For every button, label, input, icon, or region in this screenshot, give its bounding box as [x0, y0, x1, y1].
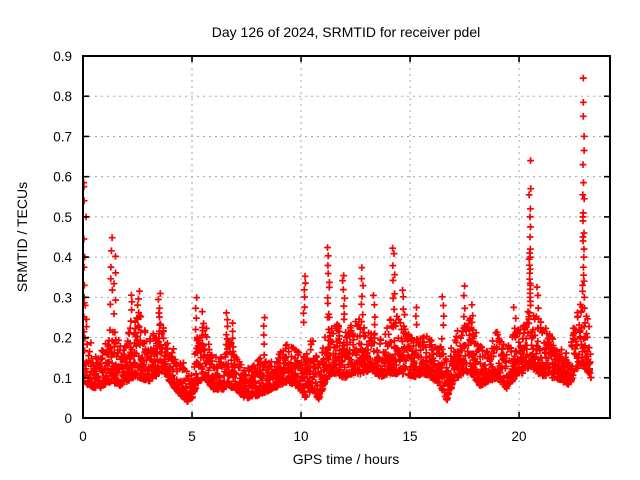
y-tick-label: 0.1 [53, 371, 72, 386]
y-tick-label: 0.9 [53, 49, 72, 64]
x-tick-label: 5 [188, 429, 196, 444]
y-axis-label: SRMTID / TECUs [14, 182, 30, 292]
x-tick-labels: 0 5 10 15 20 [79, 429, 526, 444]
y-tick-labels: 0 0.1 0.2 0.3 0.4 0.5 0.6 0.7 0.8 0.9 [53, 49, 72, 426]
y-tick-label: 0.7 [53, 129, 72, 144]
chart-title: Day 126 of 2024, SRMTID for receiver pde… [212, 24, 480, 40]
data-points-path [83, 74, 595, 405]
x-tick-label: 10 [294, 429, 309, 444]
y-tick-label: 0.4 [53, 250, 72, 265]
y-tick-label: 0.6 [53, 170, 72, 185]
x-tick-label: 0 [79, 429, 87, 444]
y-tick-label: 0 [64, 411, 72, 426]
y-tick-label: 0.2 [53, 331, 72, 346]
y-tick-label: 0.5 [53, 210, 72, 225]
x-tick-label: 20 [512, 429, 527, 444]
data-points [83, 74, 595, 405]
x-tick-label: 15 [403, 429, 418, 444]
y-tick-label: 0.3 [53, 290, 72, 305]
plot-border [82, 55, 611, 419]
tick-marks [82, 55, 610, 419]
x-axis-label: GPS time / hours [293, 451, 400, 467]
y-tick-label: 0.8 [53, 89, 72, 104]
